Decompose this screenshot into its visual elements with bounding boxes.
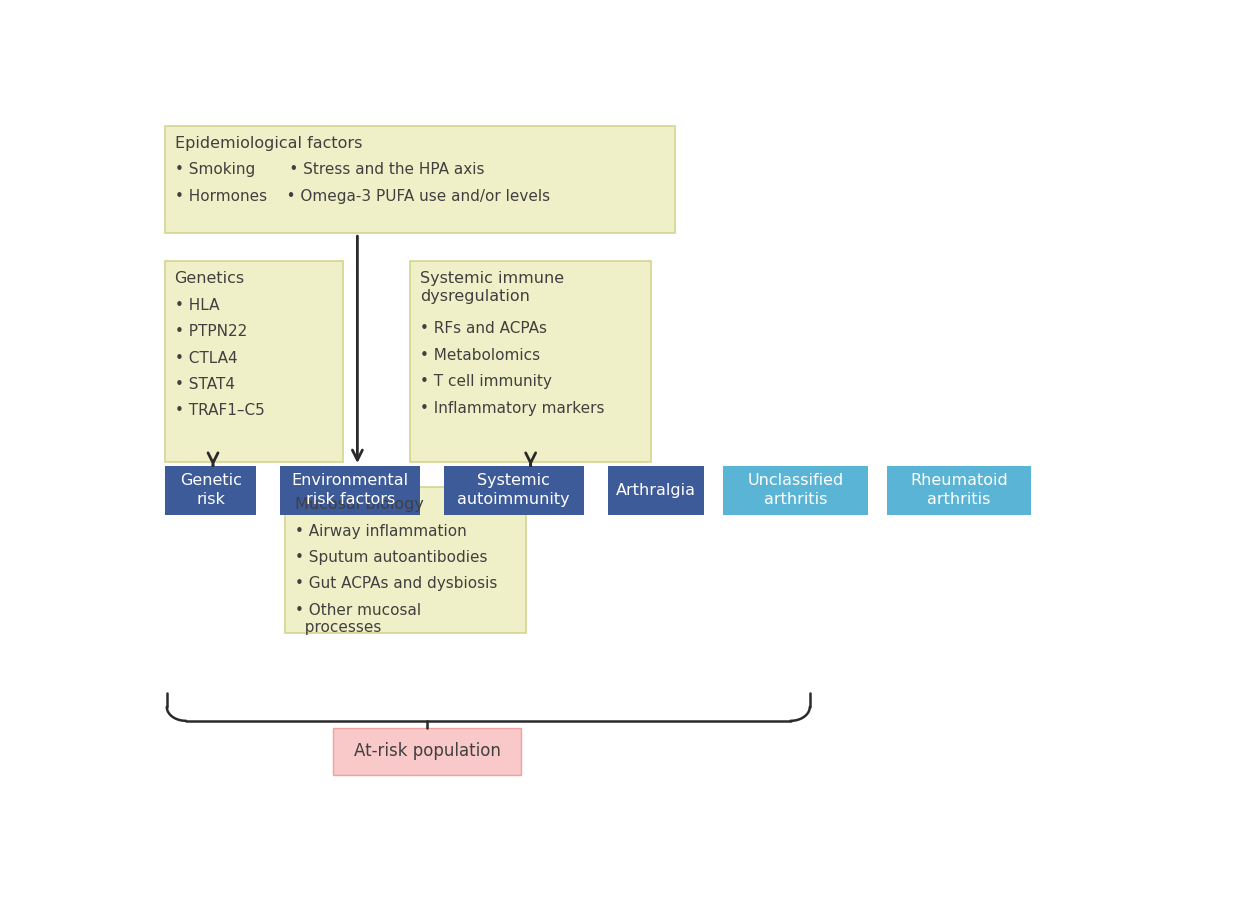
Text: Arthralgia: Arthralgia	[616, 483, 696, 498]
Text: • Other mucosal
  processes: • Other mucosal processes	[294, 603, 421, 635]
Text: • PTPN22: • PTPN22	[174, 324, 247, 339]
FancyBboxPatch shape	[286, 487, 525, 632]
Text: • RFs and ACPAs: • RFs and ACPAs	[420, 321, 546, 336]
Text: Mucosal biology: Mucosal biology	[294, 497, 424, 512]
FancyBboxPatch shape	[165, 261, 343, 463]
FancyBboxPatch shape	[607, 466, 704, 514]
Text: Genetic
risk: Genetic risk	[180, 474, 241, 507]
Text: • Smoking       • Stress and the HPA axis: • Smoking • Stress and the HPA axis	[174, 162, 484, 178]
Text: Systemic immune
dysregulation: Systemic immune dysregulation	[420, 272, 564, 305]
Text: • CTLA4: • CTLA4	[174, 351, 237, 365]
Text: At-risk population: At-risk population	[354, 742, 501, 760]
Text: Unclassified
arthritis: Unclassified arthritis	[748, 474, 843, 507]
Text: Genetics: Genetics	[174, 272, 245, 287]
Text: • Metabolomics: • Metabolomics	[420, 348, 540, 363]
Text: • Gut ACPAs and dysbiosis: • Gut ACPAs and dysbiosis	[294, 576, 497, 592]
Text: • Airway inflammation: • Airway inflammation	[294, 523, 467, 538]
Text: • HLA: • HLA	[174, 298, 219, 313]
Text: • Hormones    • Omega-3 PUFA use and/or levels: • Hormones • Omega-3 PUFA use and/or lev…	[174, 189, 550, 204]
Text: Epidemiological factors: Epidemiological factors	[174, 136, 361, 151]
FancyBboxPatch shape	[410, 261, 651, 463]
Text: • Inflammatory markers: • Inflammatory markers	[420, 400, 605, 416]
FancyBboxPatch shape	[445, 466, 584, 514]
FancyBboxPatch shape	[165, 125, 676, 234]
Text: Rheumatoid
arthritis: Rheumatoid arthritis	[910, 474, 1007, 507]
FancyBboxPatch shape	[887, 466, 1031, 514]
FancyBboxPatch shape	[723, 466, 867, 514]
Text: Systemic
autoimmunity: Systemic autoimmunity	[457, 474, 570, 507]
Text: Environmental
risk factors: Environmental risk factors	[292, 474, 409, 507]
FancyBboxPatch shape	[281, 466, 420, 514]
Text: • TRAF1–C5: • TRAF1–C5	[174, 403, 265, 419]
FancyBboxPatch shape	[333, 728, 522, 775]
FancyBboxPatch shape	[165, 466, 256, 514]
Text: • Sputum autoantibodies: • Sputum autoantibodies	[294, 550, 487, 565]
Text: • T cell immunity: • T cell immunity	[420, 374, 551, 390]
Text: • STAT4: • STAT4	[174, 377, 235, 392]
